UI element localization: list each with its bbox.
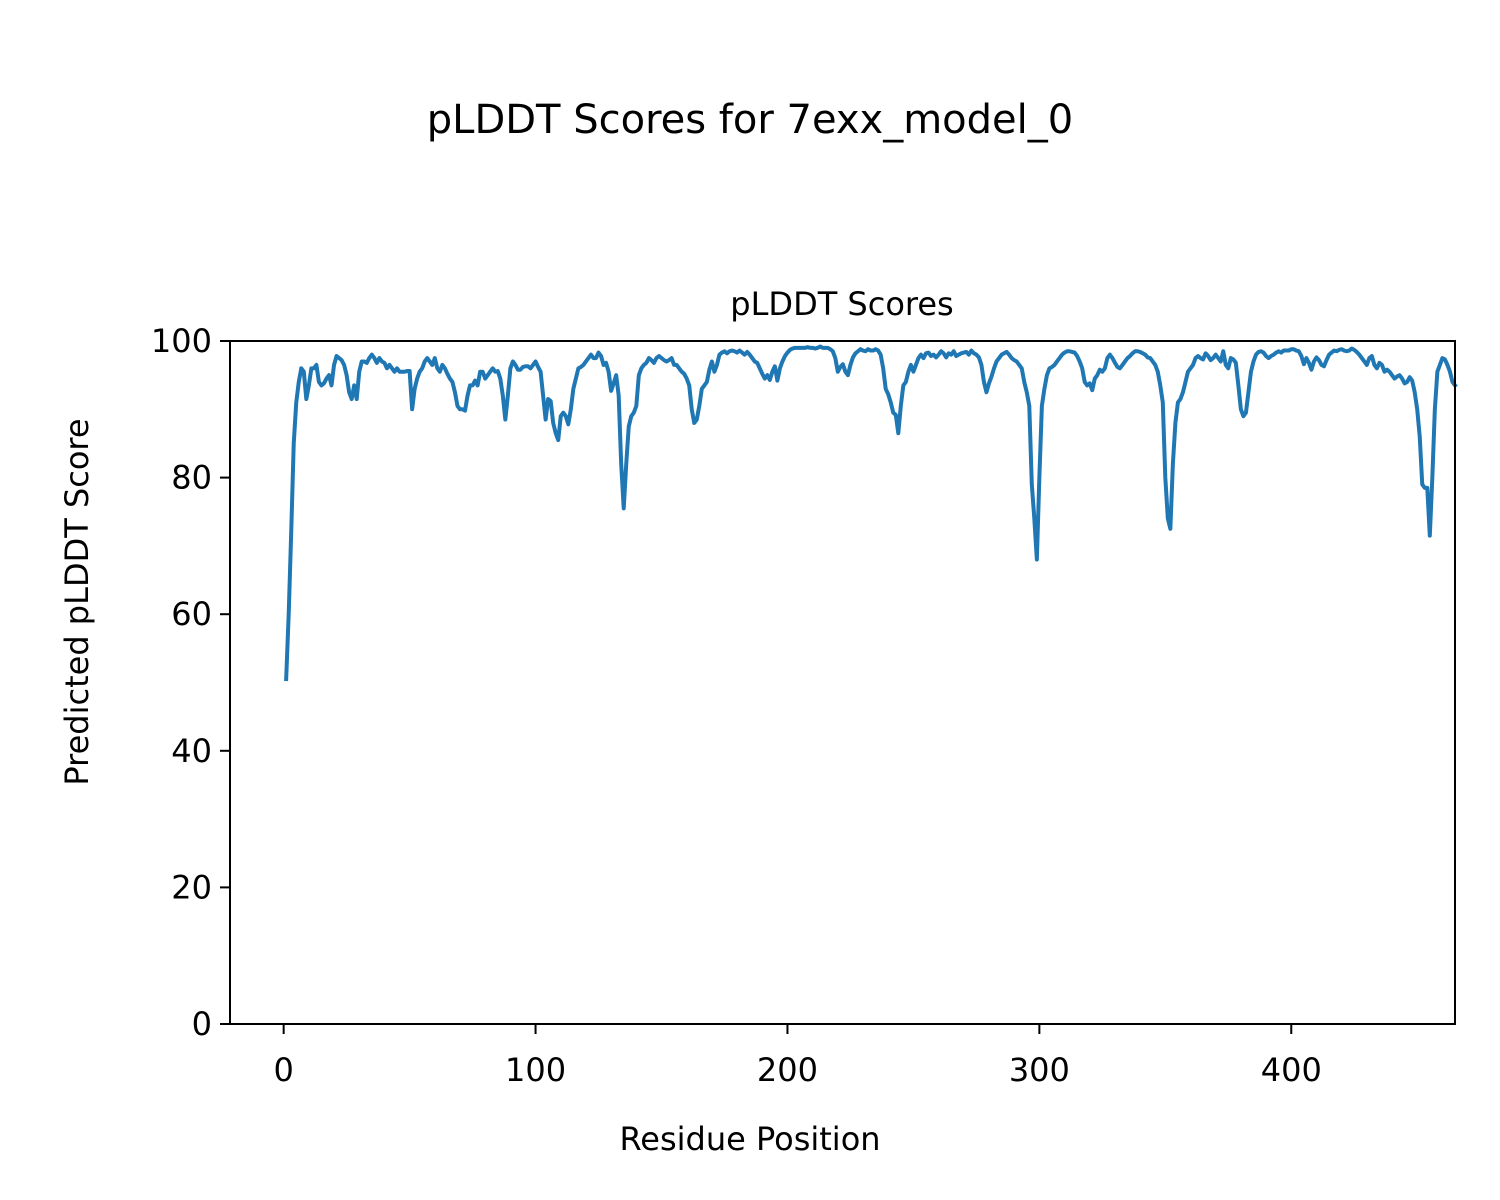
x-tick-label: 400	[1261, 1051, 1322, 1089]
axes-frame	[229, 340, 1456, 1025]
y-tick-label: 0	[192, 1005, 212, 1043]
y-tick-label: 60	[171, 595, 212, 633]
x-tick-label: 300	[1009, 1051, 1070, 1089]
y-axis-label: Predicted pLDDT Score	[58, 418, 96, 785]
x-tick-label: 100	[505, 1051, 566, 1089]
plot-area	[284, 344, 1458, 682]
x-tick-label: 200	[757, 1051, 818, 1089]
y-tick-label: 80	[171, 459, 212, 497]
y-tick-label: 20	[171, 868, 212, 906]
x-tick-label: 0	[273, 1051, 293, 1089]
x-axis-ticks: 0 100 200 300 400	[273, 1024, 1322, 1089]
plddt-series-line	[284, 344, 1458, 682]
y-tick-label: 40	[171, 732, 212, 770]
y-axis-ticks: 0 20 40 60 80 100	[151, 322, 230, 1043]
axes-title: pLDDT Scores	[730, 285, 953, 323]
x-axis-label: Residue Position	[619, 1120, 880, 1158]
figure-suptitle: pLDDT Scores for 7exx_model_0	[427, 97, 1073, 143]
y-tick-label: 100	[151, 322, 212, 360]
